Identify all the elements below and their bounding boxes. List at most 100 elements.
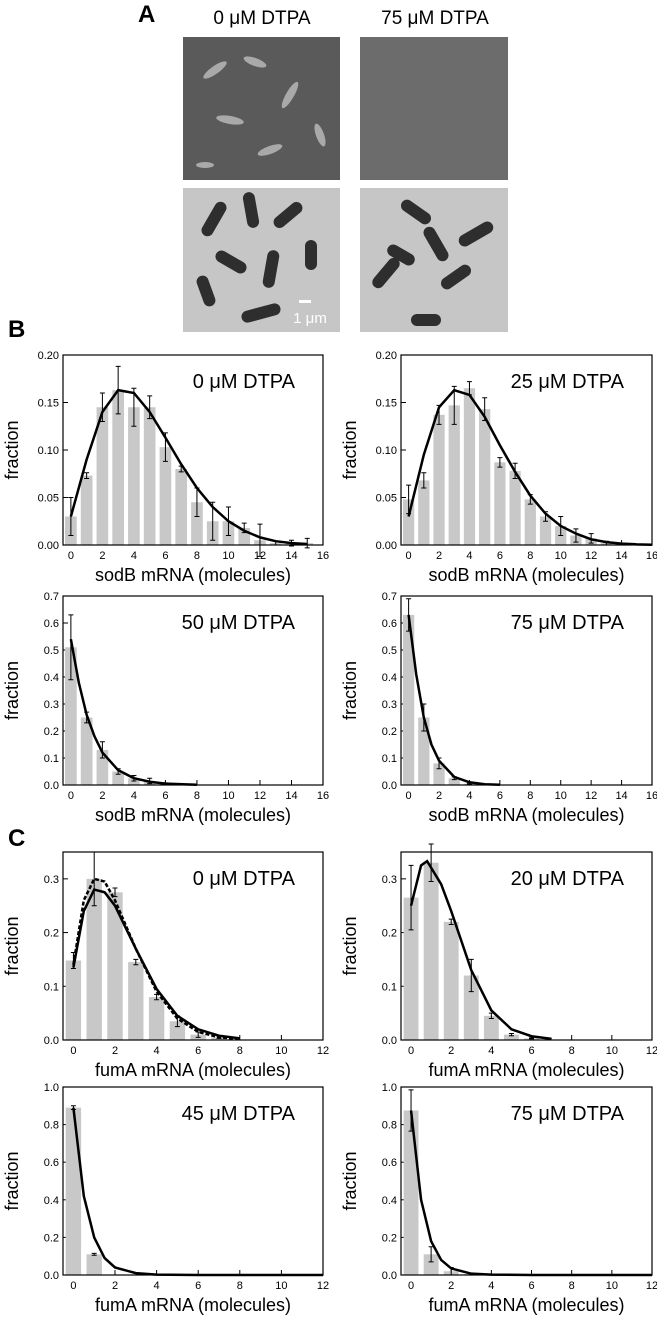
bar [86,1254,102,1275]
y-tick-label: 1.0 [382,1082,397,1094]
bar [175,469,188,545]
bar [423,1254,439,1275]
y-tick-label: 0.1 [44,753,59,765]
y-tick-label: 0.7 [44,591,59,603]
y-tick-label: 0.6 [44,618,59,630]
error-bar [147,395,153,420]
y-tick-label: 0.3 [44,699,59,711]
y-tick-label: 0.1 [382,981,397,993]
y-tick-label: 0.2 [44,1232,59,1244]
x-tick-label: 6 [195,1045,201,1057]
phase-image [360,188,508,332]
x-axis-label: sodB mRNA (molecules) [95,565,291,585]
plot-frame [62,1086,324,1276]
error-bar [468,958,474,993]
fit-curve [407,388,653,546]
y-axis-label: fraction [340,916,360,975]
bar [238,527,251,545]
x-tick-label: 4 [154,1280,160,1292]
y-tick-label: 0.0 [382,1270,397,1282]
bar [65,1107,82,1275]
x-tick-label: 2 [436,550,442,562]
bar [402,614,415,785]
error-bar [573,528,579,543]
y-axis-label: fraction [2,1151,22,1210]
y-tick-label: 0.15 [376,398,397,410]
x-tick-label: 4 [466,790,472,802]
y-tick-label: 0.3 [382,699,397,711]
y-tick-label: 0.6 [44,1157,59,1169]
x-tick-label: 16 [317,550,329,562]
bar [80,475,93,545]
x-tick-label: 12 [317,1045,329,1057]
x-tick-label: 10 [606,1280,618,1292]
bar [159,447,172,545]
x-tick-label: 0 [406,790,412,802]
y-tick-label: 0.1 [382,753,397,765]
x-tick-label: 6 [497,550,503,562]
panel-label: B [8,316,25,343]
bar [524,499,536,545]
bar [65,960,82,1040]
y-tick-label: 0.3 [382,874,397,886]
y-tick-label: 0.5 [44,645,59,657]
panel-label: A [138,1,155,28]
bar [479,409,491,545]
x-tick-label: 8 [237,1045,243,1057]
error-bar [508,1033,514,1037]
bar [483,1015,499,1040]
x-tick-label: 12 [254,790,266,802]
plot-frame [62,851,324,1041]
error-bar [408,864,414,931]
bar [403,1110,419,1275]
chart-title: 75 μM DTPA [511,1103,625,1125]
x-tick-label: 2 [436,790,442,802]
x-tick-label: 10 [555,790,567,802]
y-tick-label: 0.10 [38,445,59,457]
x-tick-label: 14 [615,790,627,802]
bar [65,647,77,785]
y-tick-label: 0.0 [44,780,59,792]
chart-title: 0 μM DTPA [193,868,296,890]
y-tick-label: 0.0 [382,1035,397,1047]
x-tick-label: 4 [131,790,137,802]
plot-frame [400,851,653,1041]
y-tick-label: 0.8 [382,1120,397,1132]
x-tick-label: 12 [646,1045,657,1057]
micrographs: 1 μm [183,37,508,332]
x-tick-label: 2 [112,1045,118,1057]
x-tick-label: 8 [569,1045,575,1057]
fit-curve [407,614,500,786]
y-tick-label: 0.00 [376,540,397,552]
y-tick-label: 0.2 [382,928,397,940]
fit-curve [409,1110,652,1277]
y-tick-label: 0.20 [38,350,59,362]
y-axis-label: fraction [340,1151,360,1210]
fit-curve [69,388,308,546]
x-tick-label: 0 [70,1045,76,1057]
plot-frame [400,595,653,786]
chart-title: 0 μM DTPA [193,371,296,393]
bar [418,480,430,545]
x-tick-label: 2 [448,1045,454,1057]
chart-title: 25 μM DTPA [511,371,625,393]
bar [433,414,445,545]
chart-title: 45 μM DTPA [182,1103,296,1125]
error-bar [99,392,105,422]
x-tick-label: 10 [555,550,567,562]
y-tick-label: 0.2 [44,928,59,940]
x-tick-label: 0 [408,1280,414,1292]
fit-curve [409,859,552,1041]
y-tick-label: 0.00 [38,540,59,552]
y-tick-label: 0.5 [382,645,397,657]
x-tick-label: 2 [448,1280,454,1292]
error-bar [529,1037,535,1040]
y-axis-label: fraction [2,420,22,479]
y-tick-label: 0.0 [44,1035,59,1047]
x-tick-label: 0 [68,790,74,802]
error-bar [451,385,457,425]
bar [448,405,460,545]
plot-frame [62,354,324,546]
x-tick-label: 6 [528,1280,534,1292]
bar [191,502,203,545]
